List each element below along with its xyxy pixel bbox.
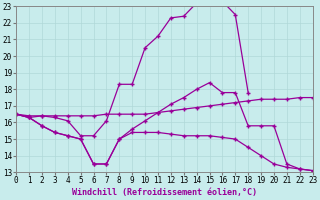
X-axis label: Windchill (Refroidissement éolien,°C): Windchill (Refroidissement éolien,°C) — [72, 188, 257, 197]
